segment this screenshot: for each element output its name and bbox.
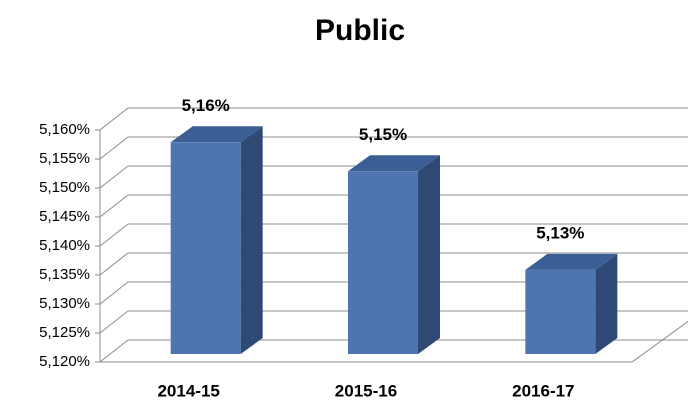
bar [170,142,241,354]
y-tick-label: 5,155% [39,150,90,167]
x-tick-label: 2014-15 [157,381,219,400]
bar-top [348,155,440,172]
x-tick-label: 2016-17 [512,381,574,400]
grid-line [99,252,129,276]
grid-line [99,281,129,305]
value-label: 5,15% [359,125,407,144]
bar-top [170,126,263,143]
grid-line [99,194,129,218]
y-tick-label: 5,150% [39,179,90,196]
bar-side [240,126,263,354]
grid-line [99,107,129,131]
grid-line [99,165,129,189]
y-tick-label: 5,125% [39,324,90,341]
floor-edge [631,320,688,363]
bar-top [525,253,618,270]
value-label: 5,13% [536,223,584,242]
bar [525,269,596,354]
bar-side [418,155,440,354]
chart-title: Public [315,14,405,47]
grid-line [99,136,129,160]
y-tick-label: 5,140% [39,237,90,254]
y-tick-label: 5,135% [39,266,90,283]
bar [348,171,418,354]
grid-line [99,310,129,334]
y-tick-label: 5,160% [39,121,90,138]
grid-line [99,223,129,247]
grid-line [99,339,129,363]
y-tick-label: 5,120% [39,353,90,370]
bar-side [595,253,618,354]
y-tick-label: 5,145% [39,208,90,225]
y-tick-label: 5,130% [39,295,90,312]
value-label: 5,16% [182,96,230,115]
x-tick-label: 2015-16 [335,381,397,400]
